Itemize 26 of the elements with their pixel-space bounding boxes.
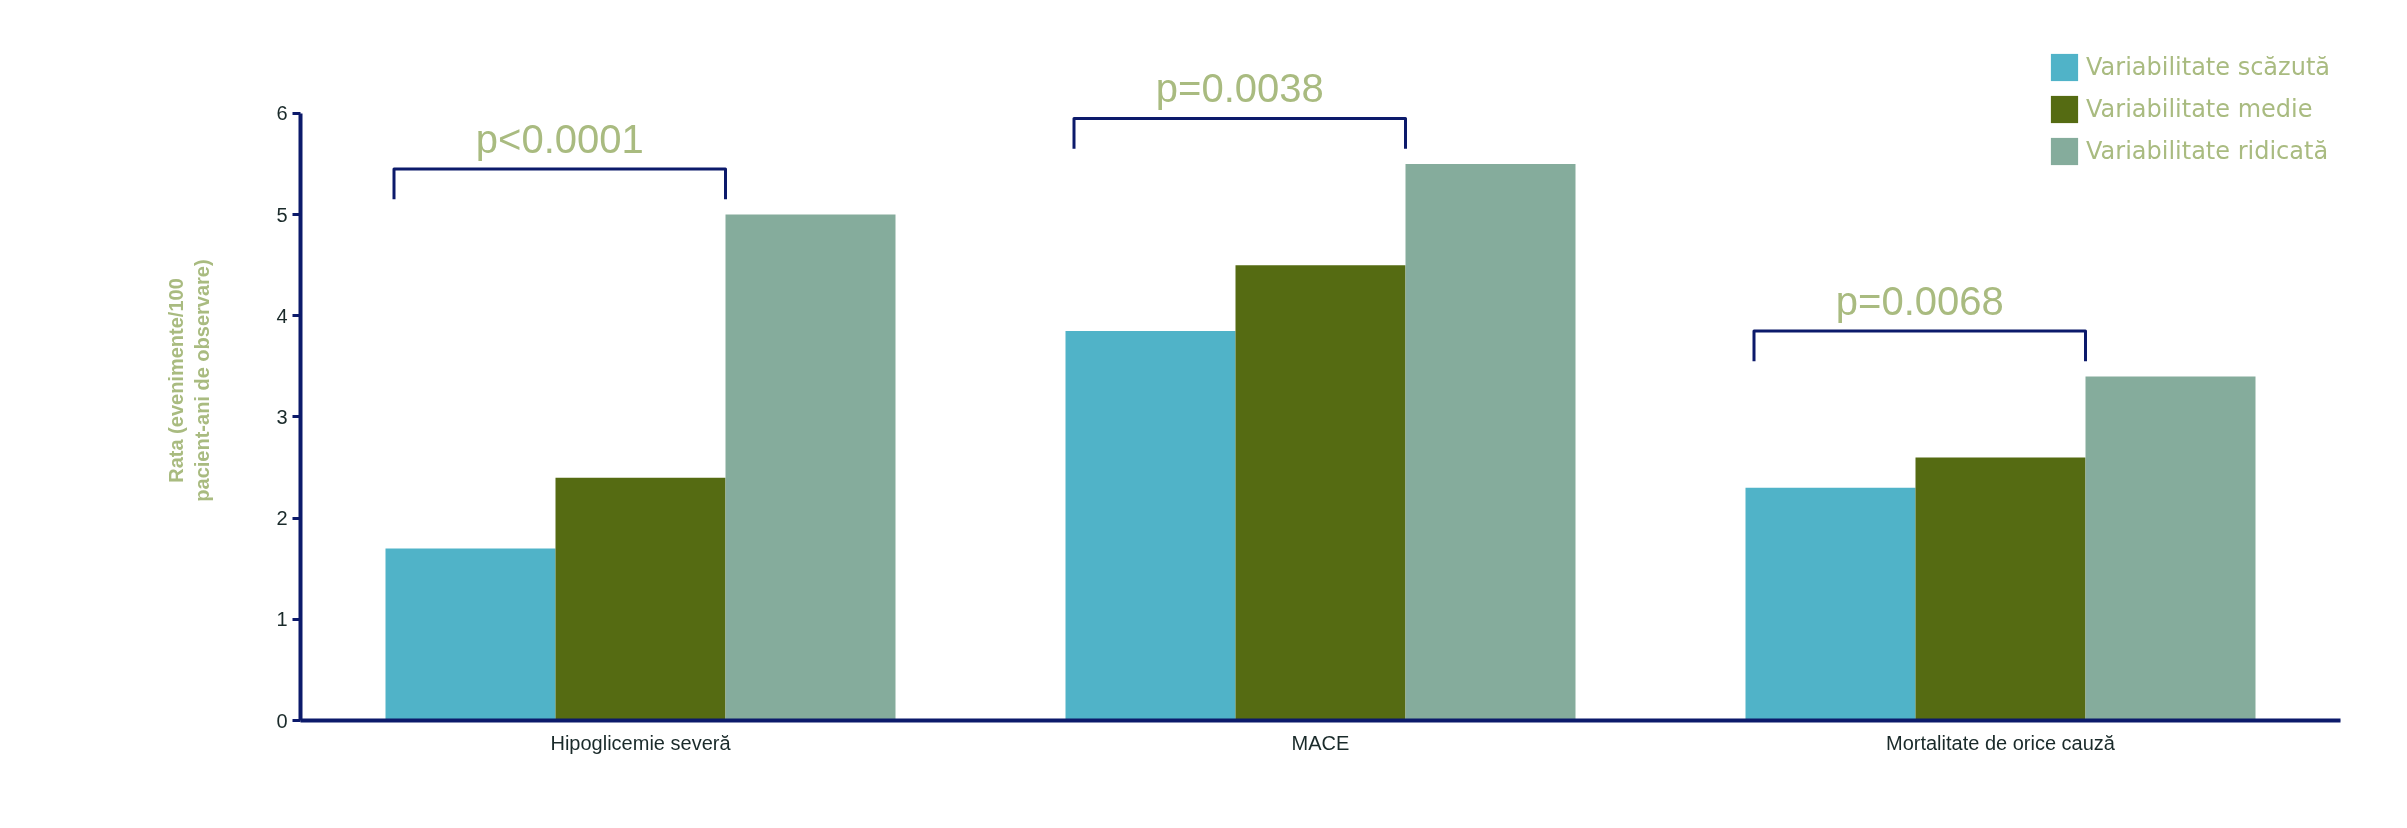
y-tick-label: 4 <box>276 304 288 327</box>
x-tick-label: MACE <box>1291 731 1350 754</box>
y-axis-title: Rata (evenimente/100 pacient-ani de observare) <box>164 259 214 502</box>
y-tick-label: 3 <box>276 405 288 428</box>
bar <box>1915 457 2086 721</box>
legend-label: Variabilitate ridicată <box>2086 137 2329 165</box>
bar <box>555 477 726 721</box>
annotation: p<0.0001 <box>475 117 644 162</box>
bar <box>385 548 556 721</box>
bar <box>2085 376 2256 721</box>
legend-label: Variabilitate scăzută <box>2086 53 2330 81</box>
y-tick-label: 6 <box>276 102 288 125</box>
y-tick-label: 5 <box>276 203 288 226</box>
bar <box>1235 265 1406 721</box>
x-tick-label: Mortalitate de orice cauză <box>1886 731 2116 754</box>
y-tick-label: 0 <box>276 709 288 732</box>
bar <box>1745 487 1916 721</box>
bar <box>1065 330 1236 721</box>
bar <box>725 214 896 721</box>
y-tick-label: 2 <box>276 507 288 530</box>
annotation: p=0.0068 <box>1835 278 2004 323</box>
y-tick-label: 1 <box>276 608 288 631</box>
x-tick-label: Hipoglicemie severă <box>550 731 732 754</box>
legend-label: Variabilitate medie <box>2086 95 2313 123</box>
bar <box>1405 163 1576 721</box>
text: p=0.0038 <box>1155 66 1324 111</box>
